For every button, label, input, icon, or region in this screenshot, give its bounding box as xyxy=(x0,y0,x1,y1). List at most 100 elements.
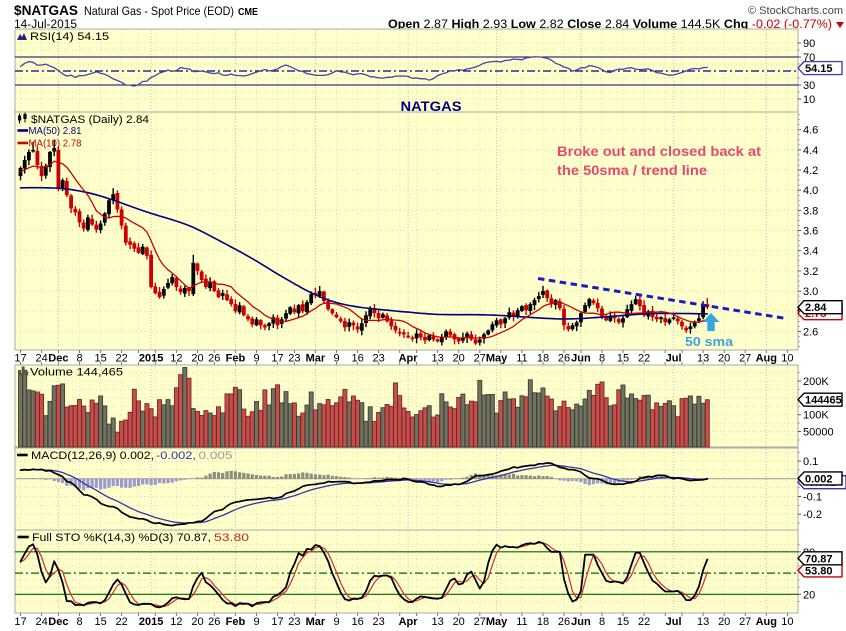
svg-text:26: 26 xyxy=(208,353,220,365)
svg-text:3.0: 3.0 xyxy=(803,286,818,298)
svg-text:Jun: Jun xyxy=(571,616,591,628)
svg-text:53.80: 53.80 xyxy=(214,532,249,544)
svg-text:Dec: Dec xyxy=(48,353,68,365)
svg-text:8: 8 xyxy=(76,616,82,628)
svg-text:4.2: 4.2 xyxy=(803,165,818,177)
svg-text:15: 15 xyxy=(617,616,629,628)
svg-text:Feb: Feb xyxy=(226,616,246,628)
svg-text:17: 17 xyxy=(14,616,26,628)
svg-text:13: 13 xyxy=(697,353,709,365)
svg-text:27: 27 xyxy=(739,616,751,628)
svg-text:13: 13 xyxy=(431,616,443,628)
svg-text:22: 22 xyxy=(638,353,650,365)
svg-text:13: 13 xyxy=(431,353,443,365)
svg-text:8: 8 xyxy=(599,353,605,365)
svg-text:8: 8 xyxy=(599,616,605,628)
svg-text:9: 9 xyxy=(333,616,339,628)
svg-text:Apr: Apr xyxy=(399,616,419,628)
svg-text:the 50sma / trend line: the 50sma / trend line xyxy=(557,163,708,178)
svg-text:23: 23 xyxy=(372,616,384,628)
svg-text:11: 11 xyxy=(516,353,527,365)
svg-text:23: 23 xyxy=(288,353,300,365)
svg-text:NATGAS: NATGAS xyxy=(401,99,462,114)
svg-text:26: 26 xyxy=(558,353,570,365)
svg-text:10: 10 xyxy=(803,94,815,106)
svg-text:Mar: Mar xyxy=(306,353,326,365)
svg-text:-0.002,: -0.002, xyxy=(156,450,196,462)
svg-text:15: 15 xyxy=(94,616,106,628)
svg-text:23: 23 xyxy=(372,353,384,365)
svg-text:Aug: Aug xyxy=(756,616,777,628)
svg-text:22: 22 xyxy=(115,353,127,365)
svg-text:26: 26 xyxy=(208,616,220,628)
svg-text:27: 27 xyxy=(474,616,486,628)
svg-text:50000: 50000 xyxy=(803,427,834,439)
svg-text:3.2: 3.2 xyxy=(803,266,818,278)
svg-text:20: 20 xyxy=(191,616,203,628)
svg-text:18: 18 xyxy=(537,616,549,628)
svg-text:3.4: 3.4 xyxy=(803,246,818,258)
svg-text:$NATGAS (Daily) 2.84: $NATGAS (Daily) 2.84 xyxy=(31,114,149,126)
svg-text:© StockCharts.com: © StockCharts.com xyxy=(748,5,843,17)
svg-text:4.6: 4.6 xyxy=(803,125,818,137)
svg-text:Full STO %K(14,3) %D(3) 70.87,: Full STO %K(14,3) %D(3) 70.87, xyxy=(32,532,211,544)
svg-text:26: 26 xyxy=(558,616,570,628)
svg-text:10: 10 xyxy=(781,616,793,628)
svg-text:13: 13 xyxy=(697,616,709,628)
svg-text:9: 9 xyxy=(333,353,339,365)
svg-text:144465: 144465 xyxy=(805,395,842,407)
svg-text:May: May xyxy=(486,353,508,365)
svg-text:12: 12 xyxy=(170,353,182,365)
svg-text:Jun: Jun xyxy=(571,353,591,365)
svg-text:3.8: 3.8 xyxy=(803,205,818,217)
svg-text:2015: 2015 xyxy=(139,616,163,628)
svg-text:70.87: 70.87 xyxy=(805,553,833,565)
svg-text:Dec: Dec xyxy=(48,616,68,628)
svg-text:2015: 2015 xyxy=(139,353,163,365)
svg-text:27: 27 xyxy=(739,353,751,365)
svg-text:100K: 100K xyxy=(803,410,829,422)
svg-text:12: 12 xyxy=(170,616,182,628)
svg-text:30: 30 xyxy=(803,80,815,92)
svg-text:3.6: 3.6 xyxy=(803,226,818,238)
svg-text:2.84: 2.84 xyxy=(805,302,827,314)
svg-text:16: 16 xyxy=(351,616,363,628)
svg-text:20: 20 xyxy=(191,353,203,365)
svg-text:MACD(12,26,9) 0.002,: MACD(12,26,9) 0.002, xyxy=(31,450,154,462)
svg-text:20: 20 xyxy=(803,589,815,601)
svg-text:10: 10 xyxy=(781,353,793,365)
svg-text:Broke out and closed back at: Broke out and closed back at xyxy=(557,144,762,159)
svg-text:4.4: 4.4 xyxy=(803,145,818,157)
svg-text:200K: 200K xyxy=(803,376,829,388)
svg-text:22: 22 xyxy=(115,616,127,628)
svg-text:20: 20 xyxy=(718,353,730,365)
svg-text:-0.2: -0.2 xyxy=(803,509,822,521)
svg-text:0.005: 0.005 xyxy=(199,450,233,462)
svg-text:2.6: 2.6 xyxy=(803,326,818,338)
svg-text:MA(50) 2.81: MA(50) 2.81 xyxy=(29,125,82,137)
svg-text:Aug: Aug xyxy=(756,353,777,365)
svg-text:20: 20 xyxy=(453,353,465,365)
svg-text:8: 8 xyxy=(76,353,82,365)
svg-text:14-Jul-2015: 14-Jul-2015 xyxy=(14,19,77,31)
svg-text:MA(10) 2.78: MA(10) 2.78 xyxy=(29,138,82,150)
svg-text:18: 18 xyxy=(537,353,549,365)
svg-text:9: 9 xyxy=(253,353,259,365)
svg-text:50 sma: 50 sma xyxy=(685,335,734,349)
svg-text:17: 17 xyxy=(271,353,283,365)
svg-text:16: 16 xyxy=(351,353,363,365)
svg-text:20: 20 xyxy=(453,616,465,628)
svg-text:24: 24 xyxy=(35,616,47,628)
svg-text:RSI(14) 54.15: RSI(14) 54.15 xyxy=(30,31,109,43)
svg-text:15: 15 xyxy=(617,353,629,365)
svg-text:4.0: 4.0 xyxy=(803,185,818,197)
svg-text:22: 22 xyxy=(638,616,650,628)
svg-text:-0.1: -0.1 xyxy=(803,492,822,504)
svg-text:0.002: 0.002 xyxy=(805,473,833,485)
svg-text:Natural Gas - Spot Price (EOD): Natural Gas - Spot Price (EOD) xyxy=(84,4,234,18)
svg-text:Open 2.87 High 2.93 Low 2.82 C: Open 2.87 High 2.93 Low 2.82 Close 2.84 … xyxy=(388,19,832,31)
svg-text:Mar: Mar xyxy=(306,616,326,628)
svg-text:Apr: Apr xyxy=(399,353,419,365)
svg-text:23: 23 xyxy=(288,616,300,628)
svg-text:Volume 144,465: Volume 144,465 xyxy=(30,367,123,379)
